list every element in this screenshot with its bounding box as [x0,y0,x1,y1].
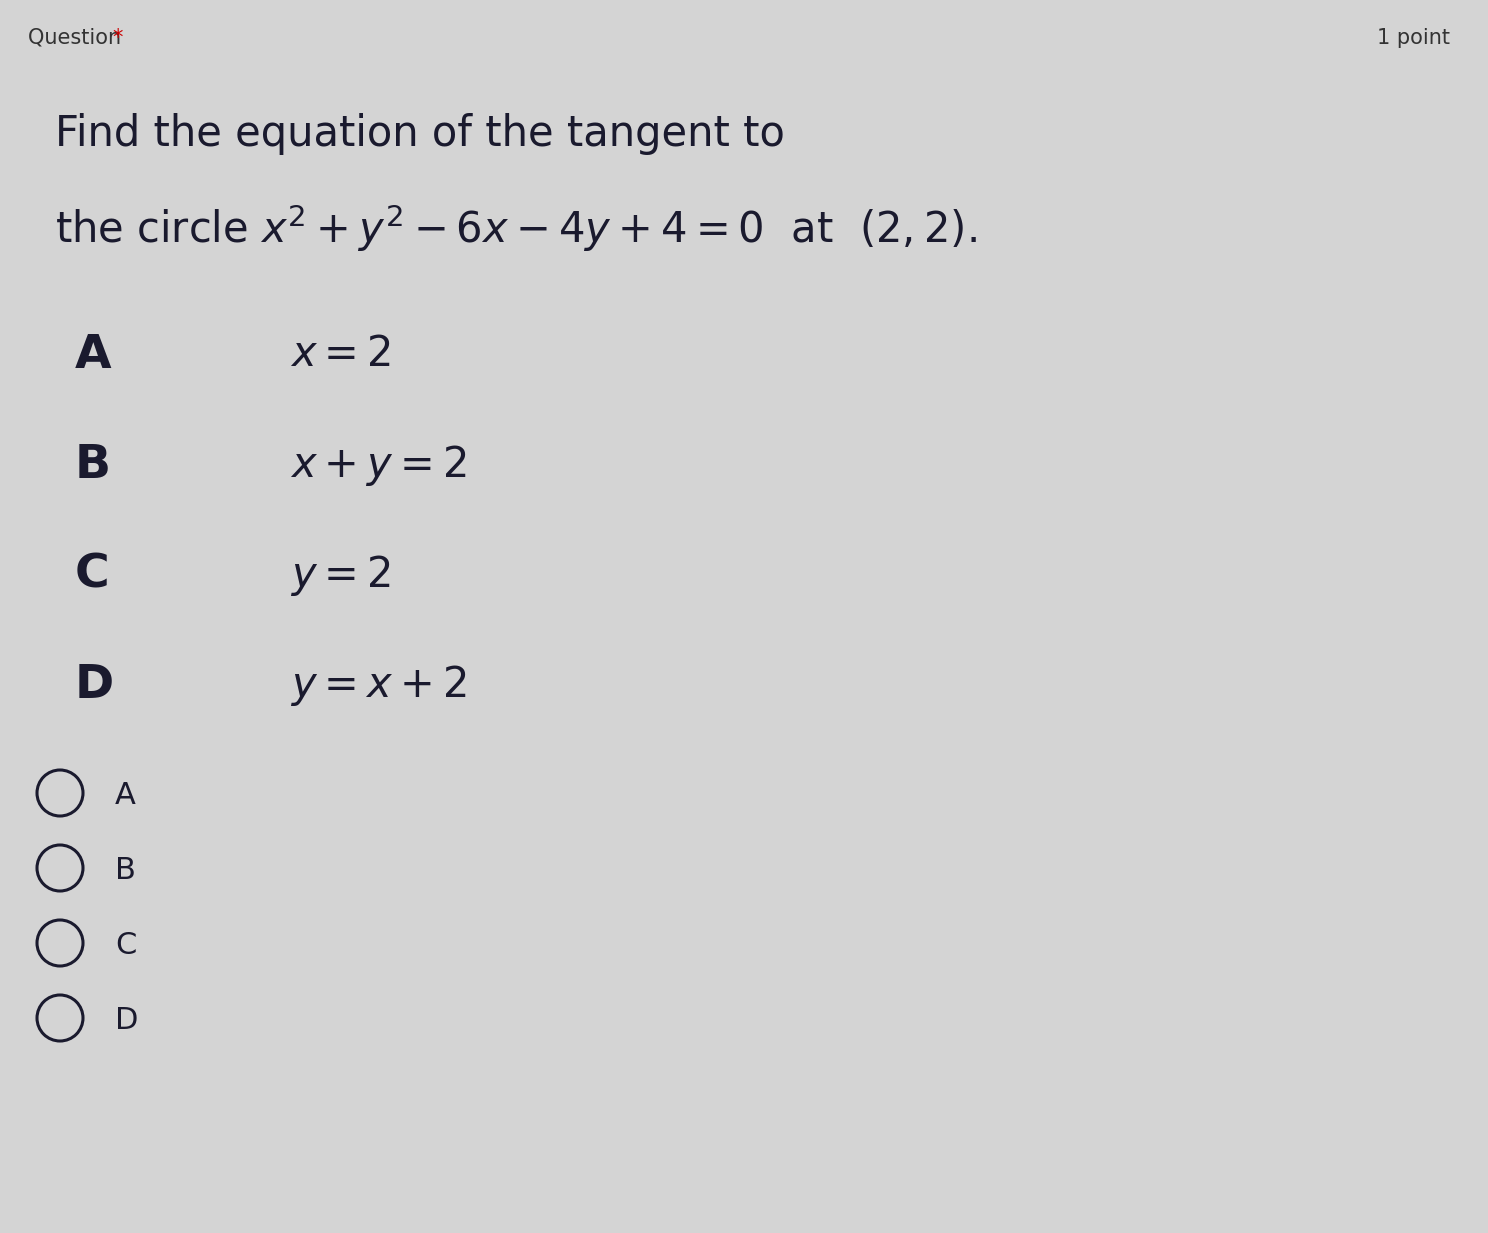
Text: $y=2$: $y=2$ [290,552,391,598]
Text: C: C [74,552,110,598]
Text: D: D [115,1006,138,1034]
Text: 1 point: 1 point [1376,28,1449,48]
Text: B: B [74,443,112,488]
Text: $x+y=2$: $x+y=2$ [290,443,467,488]
Text: $y=x+2$: $y=x+2$ [290,663,467,708]
Text: $x=2$: $x=2$ [290,333,391,375]
Text: Question: Question [28,28,128,48]
Text: B: B [115,856,135,885]
Text: A: A [115,780,135,810]
Text: the circle $x^{2}+y^{2}-6x-4y+4=0$  at  $(2,2).$: the circle $x^{2}+y^{2}-6x-4y+4=0$ at $(… [55,203,976,254]
Text: D: D [74,663,115,708]
Text: A: A [74,333,112,379]
Text: *: * [112,28,122,48]
Text: C: C [115,931,137,961]
Text: Find the equation of the tangent to: Find the equation of the tangent to [55,113,784,155]
